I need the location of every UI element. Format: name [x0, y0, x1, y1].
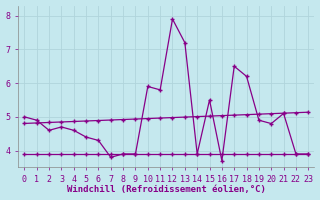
- X-axis label: Windchill (Refroidissement éolien,°C): Windchill (Refroidissement éolien,°C): [67, 185, 266, 194]
